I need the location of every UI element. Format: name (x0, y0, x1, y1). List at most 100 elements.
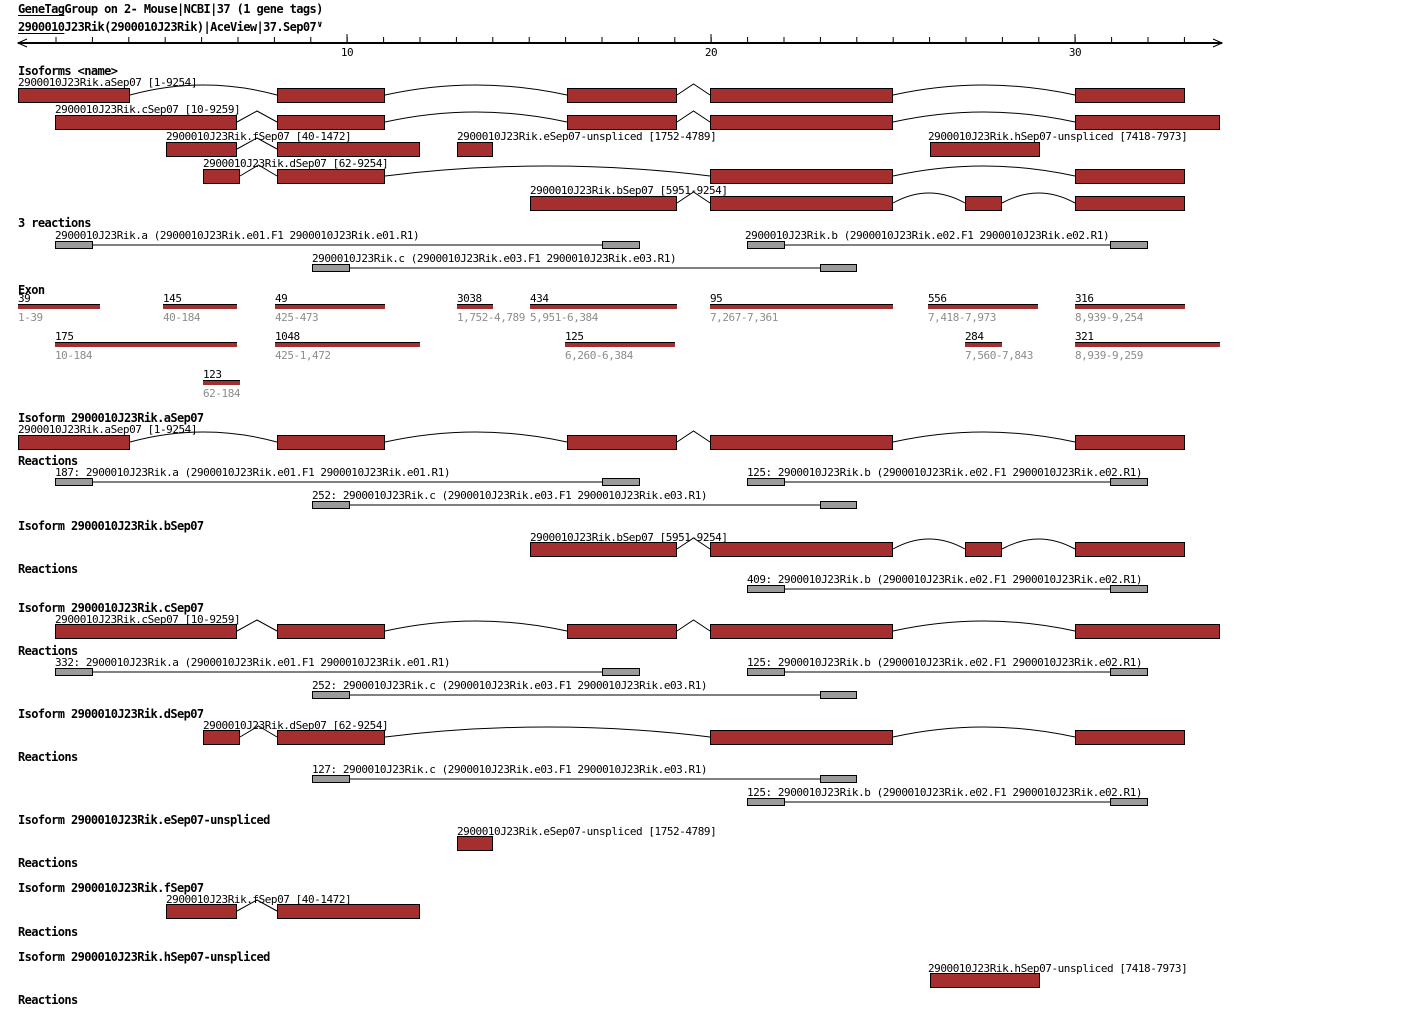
exon-box[interactable] (1075, 196, 1185, 211)
object-label[interactable]: 2900010J23Rik.bSep07 [5951-9254] (530, 531, 728, 544)
exon-box[interactable] (203, 730, 240, 745)
object-label[interactable]: 125: 2900010J23Rik.b (2900010J23Rik.e02.… (747, 786, 1143, 799)
exon-box[interactable] (567, 88, 677, 103)
forward-primer-box[interactable] (55, 478, 93, 486)
exon-box[interactable] (18, 435, 130, 450)
genetaggroup-link[interactable]: GeneTag (18, 2, 65, 16)
forward-primer-box[interactable] (312, 501, 350, 509)
exon-bar[interactable] (18, 305, 100, 309)
forward-primer-box[interactable] (312, 691, 350, 699)
exon-box[interactable] (1075, 88, 1185, 103)
object-label[interactable]: 2900010J23Rik.a (2900010J23Rik.e01.F1 29… (55, 229, 420, 242)
forward-primer-box[interactable] (55, 668, 93, 676)
forward-primer-box[interactable] (55, 241, 93, 249)
forward-primer-box[interactable] (747, 241, 785, 249)
exon-bar[interactable] (163, 305, 237, 309)
exon-box[interactable] (930, 973, 1040, 988)
exon-box[interactable] (18, 88, 130, 103)
object-label[interactable]: 2900010J23Rik.fSep07 [40-1472] (166, 130, 352, 143)
exon-box[interactable] (567, 115, 677, 130)
object-label[interactable]: 2900010J23Rik.cSep07 [10-9259] (55, 103, 241, 116)
exon-box[interactable] (277, 624, 385, 639)
exon-box[interactable] (530, 196, 677, 211)
exon-box[interactable] (1075, 435, 1185, 450)
dropdown-caret-icon[interactable]: ∨ (317, 20, 322, 30)
reverse-primer-box[interactable] (820, 264, 857, 272)
reverse-primer-box[interactable] (1110, 478, 1148, 486)
exon-box[interactable] (277, 115, 385, 130)
exon-bar[interactable] (565, 343, 675, 347)
object-label[interactable]: 252: 2900010J23Rik.c (2900010J23Rik.e03.… (312, 489, 708, 502)
exon-box[interactable] (277, 904, 420, 919)
exon-box[interactable] (55, 624, 237, 639)
object-label[interactable]: 2900010J23Rik.cSep07 [10-9259] (55, 613, 241, 626)
exon-box[interactable] (567, 435, 677, 450)
object-label[interactable]: 125: 2900010J23Rik.b (2900010J23Rik.e02.… (747, 656, 1143, 669)
exon-box[interactable] (166, 904, 237, 919)
object-label[interactable]: 2900010J23Rik.dSep07 [62-9254] (203, 719, 389, 732)
object-label[interactable]: 332: 2900010J23Rik.a (2900010J23Rik.e01.… (55, 656, 451, 669)
exon-bar[interactable] (1075, 305, 1185, 309)
exon-box[interactable] (277, 88, 385, 103)
exon-bar[interactable] (530, 305, 677, 309)
exon-box[interactable] (567, 624, 677, 639)
object-label[interactable]: 2900010J23Rik.aSep07 [1-9254] (18, 76, 198, 89)
object-label[interactable]: 2900010J23Rik.eSep07-unspliced [1752-478… (457, 130, 717, 143)
reverse-primer-box[interactable] (602, 241, 640, 249)
reverse-primer-box[interactable] (820, 501, 857, 509)
object-label[interactable]: 2900010J23Rik.eSep07-unspliced [1752-478… (457, 825, 717, 838)
object-label[interactable]: 125: 2900010J23Rik.b (2900010J23Rik.e02.… (747, 466, 1143, 479)
exon-bar[interactable] (965, 343, 1002, 347)
exon-bar[interactable] (1075, 343, 1220, 347)
reverse-primer-box[interactable] (1110, 585, 1148, 593)
reverse-primer-box[interactable] (1110, 668, 1148, 676)
object-label[interactable]: 2900010J23Rik.b (2900010J23Rik.e02.F1 29… (745, 229, 1110, 242)
reverse-primer-box[interactable] (602, 478, 640, 486)
exon-bar[interactable] (275, 305, 385, 309)
exon-box[interactable] (1075, 624, 1220, 639)
exon-box[interactable] (710, 196, 893, 211)
exon-box[interactable] (457, 142, 493, 157)
exon-box[interactable] (166, 142, 237, 157)
forward-primer-box[interactable] (747, 478, 785, 486)
exon-box[interactable] (1075, 542, 1185, 557)
exon-bar[interactable] (710, 305, 893, 309)
exon-box[interactable] (277, 142, 420, 157)
exon-bar[interactable] (457, 305, 493, 309)
exon-box[interactable] (710, 88, 893, 103)
exon-box[interactable] (710, 542, 893, 557)
forward-primer-box[interactable] (747, 798, 785, 806)
object-label[interactable]: 252: 2900010J23Rik.c (2900010J23Rik.e03.… (312, 679, 708, 692)
exon-bar[interactable] (55, 343, 237, 347)
reverse-primer-box[interactable] (602, 668, 640, 676)
exon-box[interactable] (277, 169, 385, 184)
object-label[interactable]: 2900010J23Rik.dSep07 [62-9254] (203, 157, 389, 170)
exon-box[interactable] (930, 142, 1040, 157)
exon-box[interactable] (965, 196, 1002, 211)
exon-box[interactable] (277, 435, 385, 450)
exon-box[interactable] (710, 169, 893, 184)
exon-box[interactable] (55, 115, 237, 130)
exon-box[interactable] (1075, 730, 1185, 745)
exon-bar[interactable] (203, 381, 240, 385)
exon-box[interactable] (710, 435, 893, 450)
exon-box[interactable] (457, 836, 493, 851)
exon-box[interactable] (965, 542, 1002, 557)
forward-primer-box[interactable] (312, 264, 350, 272)
exon-box[interactable] (530, 542, 677, 557)
object-label[interactable]: 2900010J23Rik.bSep07 [5951-9254] (530, 184, 728, 197)
reverse-primer-box[interactable] (1110, 798, 1148, 806)
gene-link[interactable]: 2900010 (18, 20, 65, 34)
exon-box[interactable] (1075, 115, 1220, 130)
exon-box[interactable] (710, 115, 893, 130)
exon-box[interactable] (710, 624, 893, 639)
exon-box[interactable] (277, 730, 385, 745)
object-label[interactable]: 2900010J23Rik.c (2900010J23Rik.e03.F1 29… (312, 252, 677, 265)
forward-primer-box[interactable] (747, 585, 785, 593)
exon-bar[interactable] (928, 305, 1038, 309)
exon-box[interactable] (1075, 169, 1185, 184)
reverse-primer-box[interactable] (1110, 241, 1148, 249)
object-label[interactable]: 2900010J23Rik.hSep07-unspliced [7418-797… (928, 130, 1188, 143)
reverse-primer-box[interactable] (820, 775, 857, 783)
forward-primer-box[interactable] (312, 775, 350, 783)
